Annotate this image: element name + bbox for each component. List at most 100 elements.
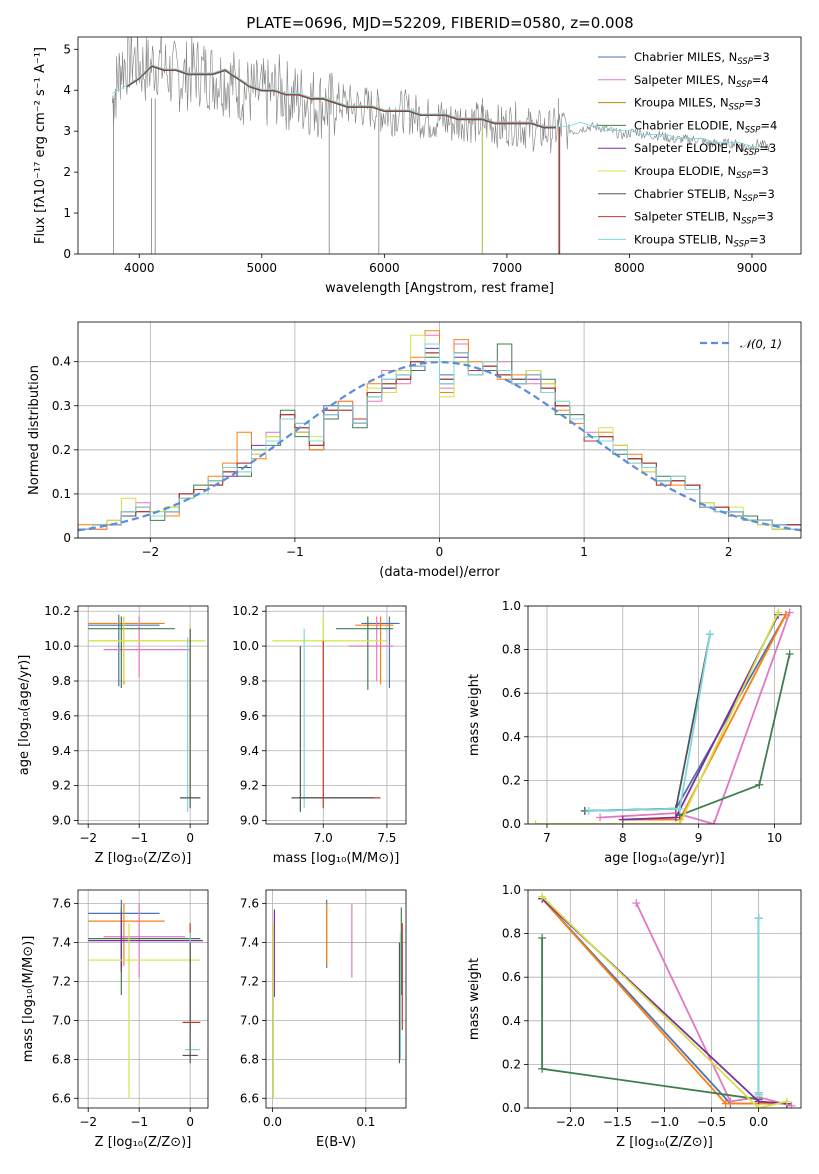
- age_vs_Z-ytick-label: 9.8: [52, 674, 71, 688]
- massweight_vs_age-panel: 7 8 9 10 0.0 0.2 0.4 0.6 0.8 1.0 age [log₁₀(age/yr…: [467, 599, 802, 866]
- massweight_vs_age-xtick-label: 7: [543, 831, 551, 845]
- residuals-ytick-label: 0.1: [52, 487, 71, 501]
- mass_vs_ebv-ytick-label: 7.2: [240, 974, 259, 988]
- legend-label: Kroupa ELODIE, NSSP=3: [634, 164, 769, 181]
- massweight_vs_age-xlabel: age [log₁₀(age/yr)]: [604, 851, 725, 866]
- legend-label: Salpeter STELIB, NSSP=3: [634, 210, 774, 227]
- age_vs_mass-plot-area: [272, 616, 400, 812]
- spectrum-xtick-label: 9000: [737, 261, 768, 275]
- mass_vs_Z-ytick-label: 7.6: [52, 897, 71, 911]
- legend-label-sub: SSP: [744, 148, 760, 158]
- legend-label-main: Chabrier ELODIE, N: [634, 118, 745, 132]
- mass_vs_Z-ylabel: mass [log₁₀(M/M⊙)]: [21, 936, 36, 1063]
- mass_vs_Z-ytick-label: 6.6: [52, 1091, 71, 1105]
- residuals-xtick-label: −2: [141, 545, 159, 559]
- massweight_vs_age-ytick-label: 0.2: [502, 773, 521, 787]
- mass_vs_ebv-xtick-label: 0.1: [356, 1115, 375, 1129]
- massweight_vs_Z-xtick-label: 0.0: [749, 1115, 768, 1129]
- legend-label-suffix: =3: [752, 164, 769, 178]
- age_vs_Z-plot-area: [88, 614, 206, 812]
- legend-label-main: Chabrier STELIB, N: [634, 187, 742, 201]
- massweight_vs_Z-ytick-label: 0.6: [502, 970, 521, 984]
- massweight_vs_Z-ytick-label: 0.8: [502, 927, 521, 941]
- legend-label-main: Kroupa ELODIE, N: [634, 164, 736, 178]
- age_vs_Z-ytick-label: 9.6: [52, 709, 71, 723]
- massweight_vs_age-frame: [527, 605, 802, 825]
- mass_vs_Z-xtick-label: 0: [186, 1115, 194, 1129]
- legend-label-suffix: =4: [752, 73, 769, 87]
- mass_vs_Z-ytick-label: 7.2: [52, 974, 71, 988]
- mass_vs_ebv-plot-area: [272, 899, 403, 1099]
- spectrum-data-line: [112, 37, 770, 154]
- mass_vs_ebv-ytick-label: 6.6: [240, 1091, 259, 1105]
- age_vs_mass-ytick-label: 9.2: [240, 779, 259, 793]
- age_vs_mass-xtick-label: 7.5: [377, 831, 396, 845]
- spectrum-ytick-label: 5: [63, 42, 71, 56]
- weight-line: [622, 614, 780, 821]
- legend-label: Salpeter ELODIE, NSSP=3: [634, 141, 776, 158]
- massweight_vs_age-ytick-label: 0.4: [502, 730, 521, 744]
- mass_vs_Z-ytick-label: 7.0: [52, 1013, 71, 1027]
- massweight_vs_Z-xtick-label: −1.0: [650, 1115, 679, 1129]
- age_vs_mass-ytick-label: 9.8: [240, 674, 259, 688]
- age_vs_Z-xtick-label: 0: [186, 831, 194, 845]
- spectrum-ytick-label: 4: [63, 83, 71, 97]
- spectrum-model-line: [112, 64, 765, 148]
- legend-label-sub: SSP: [734, 239, 750, 249]
- mass_vs_ebv-panel: 0.0 0.1 6.6 6.8 7.0 7.2 7.4 7.6 E(B-V): [240, 889, 407, 1150]
- legend-label-main: Salpeter MILES, N: [634, 73, 736, 87]
- gaussian-curve: [78, 360, 801, 532]
- age_vs_mass-xtick-label: 7.0: [314, 831, 333, 845]
- weight-line: [584, 614, 787, 812]
- massweight_vs_age-grid: [528, 605, 801, 825]
- massweight_vs_Z-ytick-label: 0.0: [502, 1101, 521, 1115]
- legend-label-suffix: =3: [758, 187, 775, 201]
- legend-label-suffix: =3: [749, 232, 766, 246]
- legend-label-suffix: =3: [753, 50, 770, 64]
- spectrum-xtick-label: 8000: [614, 261, 645, 275]
- mass_vs_Z-plot-area: [88, 899, 203, 1099]
- mass_vs_ebv-ytick-label: 6.8: [240, 1052, 259, 1066]
- age_vs_Z-xtick-label: −2: [79, 831, 97, 845]
- legend-label-main: Salpeter STELIB, N: [634, 210, 741, 224]
- legend-label: Kroupa STELIB, NSSP=3: [634, 232, 766, 249]
- weight-line: [679, 653, 791, 817]
- age_vs_mass-xlabel: mass [log₁₀(M/M⊙)]: [273, 851, 400, 866]
- spectrum-xtick-label: 4000: [124, 261, 155, 275]
- massweight_vs_Z-xtick-label: −2.0: [556, 1115, 585, 1129]
- spectrum-plot-area: [112, 37, 770, 254]
- legend-label-sub: SSP: [741, 217, 757, 227]
- legend-label-sub: SSP: [745, 125, 761, 135]
- residuals-xtick-label: −1: [286, 545, 304, 559]
- massweight_vs_age-xtick-label: 8: [619, 831, 627, 845]
- legend-label-main: Kroupa STELIB, N: [634, 232, 734, 246]
- legend-label-main: Kroupa MILES, N: [634, 96, 729, 110]
- age_vs_mass-ytick-label: 9.6: [240, 709, 259, 723]
- residuals-ytick-label: 0.3: [52, 399, 71, 413]
- legend-label-suffix: =3: [757, 210, 774, 224]
- mass_vs_ebv-grid: [266, 890, 406, 1108]
- mass_vs_ebv-frame: [265, 889, 407, 1109]
- legend-label-suffix: =3: [744, 96, 761, 110]
- age_vs_mass-ytick-label: 9.4: [240, 744, 259, 758]
- massweight_vs_age-ytick-label: 0.8: [502, 643, 521, 657]
- spectrum-xtick-label: 7000: [492, 261, 523, 275]
- mass_vs_ebv-xlabel: E(B-V): [316, 1135, 356, 1150]
- massweight_vs_Z-ytick-label: 1.0: [502, 883, 521, 897]
- massweight_vs_age-ytick-label: 1.0: [502, 599, 521, 613]
- massweight_vs_age-ytick-label: 0.0: [502, 817, 521, 831]
- mass_vs_Z-ytick-label: 7.4: [52, 936, 71, 950]
- weight-line: [622, 614, 787, 821]
- massweight_vs_Z-frame: [527, 889, 802, 1109]
- mass_vs_ebv-ytick-label: 7.6: [240, 897, 259, 911]
- mass_vs_Z-grid: [78, 890, 208, 1108]
- weight-line: [635, 902, 792, 1107]
- massweight_vs_Z-ylabel: mass weight: [467, 958, 482, 1040]
- age_vs_Z-ytick-label: 10.2: [44, 604, 71, 618]
- residuals-plot-area: [78, 330, 801, 538]
- legend-label: Chabrier ELODIE, NSSP=4: [634, 118, 777, 135]
- age_vs_mass-grid: [266, 606, 406, 824]
- age_vs_mass-ytick-label: 10.2: [232, 604, 259, 618]
